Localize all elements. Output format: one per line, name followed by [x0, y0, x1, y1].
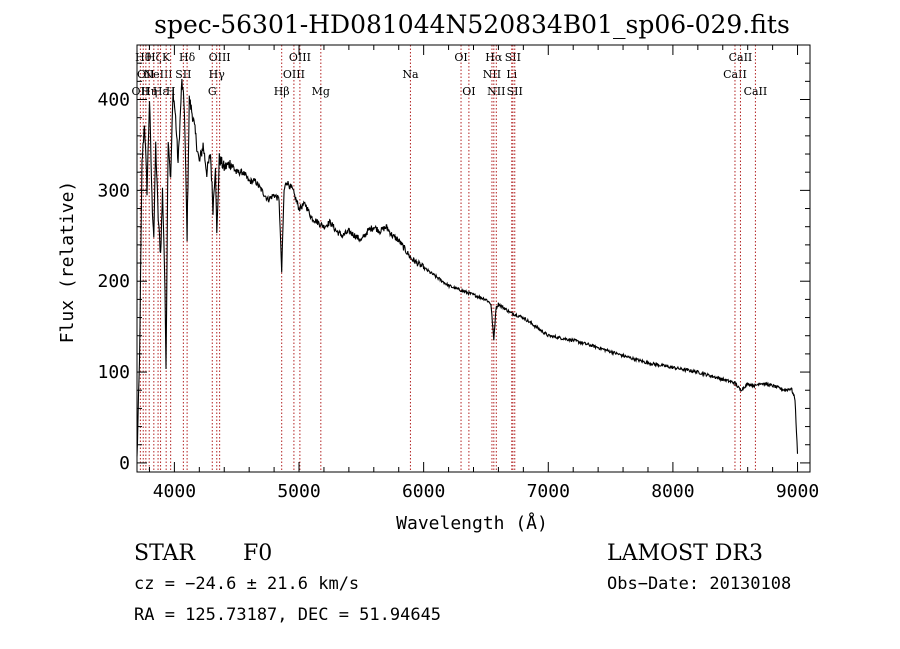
- x-axis-ticks: 4000 5000 6000 7000 8000 9000: [148, 45, 819, 502]
- marker-label-12: Hγ: [209, 68, 226, 81]
- x-axis-label: Wavelength (Å): [396, 512, 548, 534]
- marker-label-6: Hε: [153, 85, 169, 98]
- marker-label-29: CaII: [744, 85, 768, 98]
- marker-label-16: OIII: [289, 51, 311, 64]
- object-subclass: F0: [243, 541, 272, 566]
- marker-label-0: OII: [132, 85, 150, 98]
- x-tick-label-5: 9000: [776, 481, 819, 502]
- marker-label-3: Hη: [141, 85, 157, 98]
- marker-label-26: SII: [507, 85, 523, 98]
- x-tick-label-0: 4000: [153, 481, 196, 502]
- x-tick-label-2: 6000: [402, 481, 445, 502]
- marker-label-22: Hα: [485, 51, 503, 64]
- marker-label-17: Mg: [312, 85, 330, 98]
- marker-label-15: OIII: [283, 68, 305, 81]
- marker-label-7: K: [162, 51, 171, 64]
- y-tick-label-2: 200: [97, 271, 130, 292]
- x-tick-label-3: 7000: [527, 481, 570, 502]
- marker-label-21: NII: [483, 68, 501, 81]
- object-class: STAR: [134, 541, 196, 566]
- marker-label-13: OIII: [209, 51, 231, 64]
- marker-label-9: SII: [175, 68, 191, 81]
- marker-label-4: Hζ: [146, 51, 162, 64]
- x-tick-label-4: 8000: [651, 481, 694, 502]
- marker-label-10: Hδ: [179, 51, 196, 64]
- y-tick-label-3: 300: [97, 180, 130, 201]
- marker-label-11: G: [208, 85, 217, 98]
- observation-date: Obs−Date: 20130108: [607, 574, 791, 594]
- ra-dec-coordinates: RA = 125.73187, DEC = 51.94645: [134, 605, 441, 625]
- emission-line-markers: OIIHθOIIHηHζNeIIIHεKHSIIHδGHγOIIIHβOIIIO…: [132, 45, 768, 472]
- y-tick-label-1: 100: [97, 362, 130, 383]
- survey-name: LAMOST DR3: [607, 541, 763, 566]
- marker-label-27: CaII: [723, 68, 747, 81]
- marker-label-24: Li: [506, 68, 517, 81]
- marker-label-14: Hβ: [274, 85, 290, 98]
- y-tick-label-0: 0: [119, 453, 130, 474]
- spectrum-series-line: [136, 78, 799, 457]
- marker-label-23: NII: [487, 85, 505, 98]
- plot-frame: [136, 44, 811, 473]
- x-tick-label-1: 5000: [277, 481, 320, 502]
- y-axis-label: Flux (relative): [57, 181, 78, 344]
- marker-label-2: OII: [137, 68, 155, 81]
- marker-label-1: Hθ: [135, 51, 152, 64]
- marker-label-18: Na: [402, 68, 419, 81]
- marker-label-5: NeIII: [143, 68, 172, 81]
- marker-label-28: CaII: [729, 51, 753, 64]
- chart-title: spec-56301-HD081044N520834B01_sp06-029.f…: [154, 10, 790, 39]
- marker-label-25: SII: [505, 51, 521, 64]
- marker-label-8: H: [166, 85, 176, 98]
- marker-label-19: OI: [454, 51, 467, 64]
- y-tick-label-4: 400: [97, 90, 130, 111]
- redshift-cz: cz = −24.6 ± 21.6 km/s: [134, 574, 359, 594]
- y-axis-ticks: 0 100 200 300 400: [97, 62, 810, 474]
- marker-label-20: OI: [462, 85, 475, 98]
